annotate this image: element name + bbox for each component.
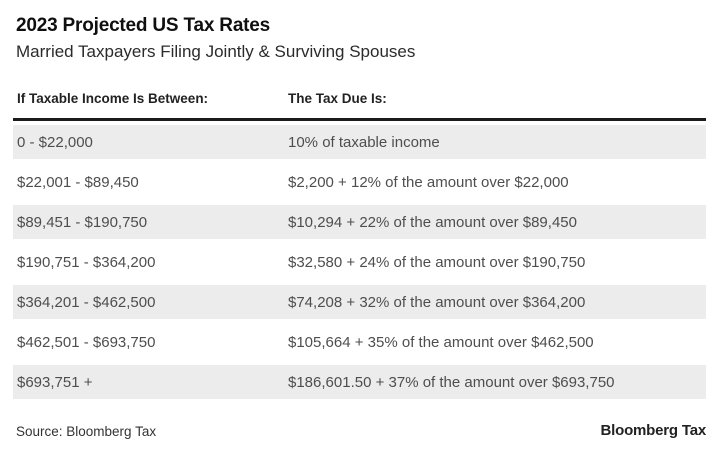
table-row: 0 - $22,000 10% of taxable income bbox=[13, 122, 706, 162]
income-cell: $22,001 - $89,450 bbox=[17, 173, 139, 191]
income-cell: 0 - $22,000 bbox=[17, 133, 93, 151]
header-divider-rule bbox=[13, 118, 706, 121]
column-header-tax-due: The Tax Due Is: bbox=[288, 91, 387, 106]
tax-cell: $10,294 + 22% of the amount over $89,450 bbox=[288, 213, 577, 231]
source-attribution: Source: Bloomberg Tax bbox=[16, 424, 157, 439]
income-cell: $364,201 - $462,500 bbox=[17, 293, 156, 311]
tax-cell: $74,208 + 32% of the amount over $364,20… bbox=[288, 293, 586, 311]
table-row: $89,451 - $190,750 $10,294 + 22% of the … bbox=[13, 202, 706, 242]
income-cell: $190,751 - $364,200 bbox=[17, 253, 156, 271]
tax-brackets-table: 0 - $22,000 10% of taxable income $22,00… bbox=[13, 122, 706, 402]
table-row: $364,201 - $462,500 $74,208 + 32% of the… bbox=[13, 282, 706, 322]
income-cell: $693,751 + bbox=[17, 373, 93, 391]
tax-cell: 10% of taxable income bbox=[288, 133, 440, 151]
tax-cell: $105,664 + 35% of the amount over $462,5… bbox=[288, 333, 594, 351]
table-row: $462,501 - $693,750 $105,664 + 35% of th… bbox=[13, 322, 706, 362]
table-row: $693,751 + $186,601.50 + 37% of the amou… bbox=[13, 362, 706, 402]
table-column-headers: If Taxable Income Is Between: The Tax Du… bbox=[13, 91, 706, 106]
income-cell: $462,501 - $693,750 bbox=[17, 333, 156, 351]
page-title: 2023 Projected US Tax Rates bbox=[16, 15, 271, 36]
column-header-income: If Taxable Income Is Between: bbox=[17, 91, 209, 106]
bloomberg-tax-logo: Bloomberg Tax bbox=[600, 422, 707, 439]
tax-cell: $32,580 + 24% of the amount over $190,75… bbox=[288, 253, 586, 271]
table-row: $190,751 - $364,200 $32,580 + 24% of the… bbox=[13, 242, 706, 282]
table-row: $22,001 - $89,450 $2,200 + 12% of the am… bbox=[13, 162, 706, 202]
income-cell: $89,451 - $190,750 bbox=[17, 213, 148, 231]
page-subtitle: Married Taxpayers Filing Jointly & Survi… bbox=[16, 42, 416, 61]
tax-cell: $2,200 + 12% of the amount over $22,000 bbox=[288, 173, 569, 191]
tax-cell: $186,601.50 + 37% of the amount over $69… bbox=[288, 373, 615, 391]
